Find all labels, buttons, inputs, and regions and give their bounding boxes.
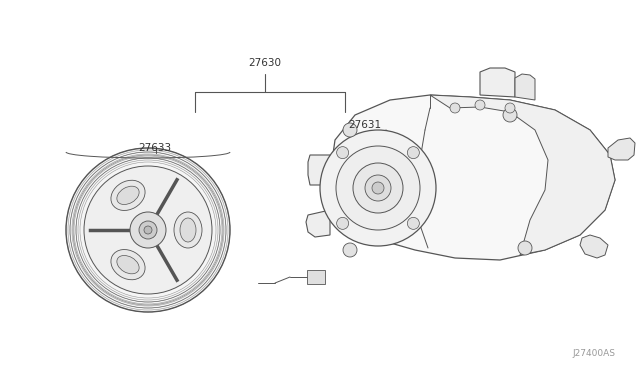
Polygon shape <box>580 235 608 258</box>
Polygon shape <box>608 138 635 160</box>
Text: 27631: 27631 <box>348 120 381 130</box>
Ellipse shape <box>111 250 145 280</box>
Ellipse shape <box>180 218 196 242</box>
Circle shape <box>144 226 152 234</box>
Polygon shape <box>430 95 615 255</box>
Circle shape <box>407 217 419 230</box>
Ellipse shape <box>111 180 145 211</box>
Circle shape <box>407 147 419 158</box>
Circle shape <box>337 217 349 230</box>
Circle shape <box>130 212 166 248</box>
Text: 27630: 27630 <box>248 58 282 68</box>
Circle shape <box>372 182 384 194</box>
Circle shape <box>353 163 403 213</box>
Circle shape <box>84 166 212 294</box>
Polygon shape <box>308 155 330 185</box>
Polygon shape <box>330 95 615 260</box>
Circle shape <box>343 123 357 137</box>
Ellipse shape <box>117 256 139 274</box>
Ellipse shape <box>174 212 202 248</box>
Circle shape <box>365 175 391 201</box>
Circle shape <box>337 147 349 158</box>
Bar <box>307 270 325 284</box>
Circle shape <box>320 130 436 246</box>
Circle shape <box>503 108 517 122</box>
Ellipse shape <box>117 186 139 205</box>
Circle shape <box>336 146 420 230</box>
Polygon shape <box>515 74 535 100</box>
Text: J27400AS: J27400AS <box>572 349 615 358</box>
Circle shape <box>139 221 157 239</box>
Circle shape <box>475 100 485 110</box>
Circle shape <box>66 148 230 312</box>
Circle shape <box>505 103 515 113</box>
Circle shape <box>343 243 357 257</box>
Polygon shape <box>480 68 515 97</box>
Circle shape <box>518 241 532 255</box>
Circle shape <box>450 103 460 113</box>
Polygon shape <box>306 210 330 237</box>
Text: 27633: 27633 <box>138 143 171 153</box>
